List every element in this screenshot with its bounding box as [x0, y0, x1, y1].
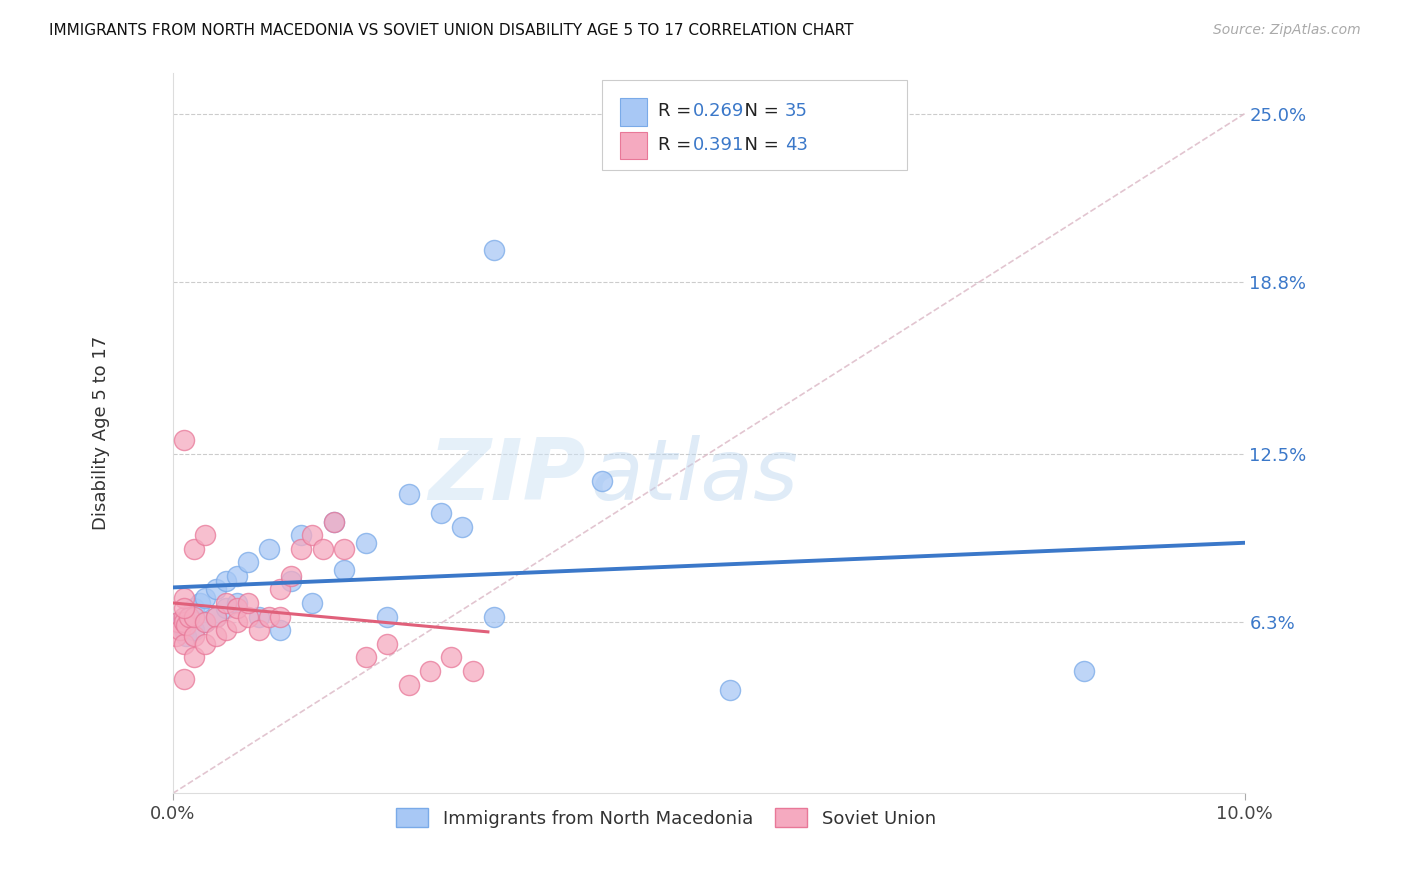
Text: IMMIGRANTS FROM NORTH MACEDONIA VS SOVIET UNION DISABILITY AGE 5 TO 17 CORRELATI: IMMIGRANTS FROM NORTH MACEDONIA VS SOVIE… — [49, 23, 853, 38]
Text: N =: N = — [734, 103, 785, 120]
Point — [419, 664, 441, 678]
Point — [177, 609, 200, 624]
Point — [375, 609, 398, 624]
Point — [183, 541, 205, 556]
Point — [194, 615, 217, 629]
Point — [398, 678, 420, 692]
Point — [484, 609, 506, 624]
Text: N =: N = — [734, 136, 785, 154]
Point — [183, 601, 205, 615]
Point — [375, 637, 398, 651]
Point — [173, 601, 195, 615]
Point — [204, 629, 226, 643]
Point — [259, 609, 281, 624]
Point — [173, 591, 195, 605]
Text: Source: ZipAtlas.com: Source: ZipAtlas.com — [1213, 23, 1361, 37]
Point — [194, 637, 217, 651]
Point — [269, 582, 291, 597]
Point — [333, 541, 356, 556]
Point — [174, 629, 197, 643]
Point — [194, 615, 217, 629]
Point — [173, 609, 195, 624]
Point — [322, 515, 344, 529]
Point — [226, 596, 249, 610]
Point — [215, 596, 238, 610]
Point — [247, 624, 270, 638]
Point — [591, 474, 613, 488]
Text: 35: 35 — [785, 103, 808, 120]
Point — [204, 609, 226, 624]
Point — [165, 629, 187, 643]
Point — [354, 650, 377, 665]
Point — [169, 624, 191, 638]
Point — [215, 574, 238, 589]
Point — [290, 528, 312, 542]
Point — [354, 536, 377, 550]
Point — [398, 487, 420, 501]
Point — [280, 574, 302, 589]
FancyBboxPatch shape — [620, 98, 647, 126]
Point — [194, 528, 217, 542]
Text: R =: R = — [658, 103, 697, 120]
Point — [183, 624, 205, 638]
Point — [183, 650, 205, 665]
Point — [167, 615, 190, 629]
Point — [194, 591, 217, 605]
Point — [204, 609, 226, 624]
Point — [188, 596, 211, 610]
Point — [247, 609, 270, 624]
Point — [215, 624, 238, 638]
Point — [183, 629, 205, 643]
FancyBboxPatch shape — [602, 80, 907, 170]
Point — [301, 528, 323, 542]
Point — [226, 615, 249, 629]
Point — [173, 637, 195, 651]
Point — [290, 541, 312, 556]
Point — [177, 609, 200, 624]
Point — [183, 609, 205, 624]
Point — [174, 617, 197, 632]
Point — [226, 569, 249, 583]
Point — [451, 520, 474, 534]
Point — [280, 569, 302, 583]
Text: R =: R = — [658, 136, 697, 154]
Point — [322, 515, 344, 529]
Text: 0.391: 0.391 — [693, 136, 744, 154]
Point — [236, 555, 259, 569]
Point — [173, 672, 195, 686]
Point — [440, 650, 463, 665]
Point — [173, 615, 195, 629]
Point — [170, 617, 193, 632]
Point — [269, 609, 291, 624]
Point — [173, 624, 195, 638]
Y-axis label: Disability Age 5 to 17: Disability Age 5 to 17 — [93, 336, 110, 530]
Point — [461, 664, 484, 678]
Point — [333, 564, 356, 578]
FancyBboxPatch shape — [620, 132, 647, 160]
Point — [269, 624, 291, 638]
Text: 43: 43 — [785, 136, 808, 154]
Point — [226, 601, 249, 615]
Text: atlas: atlas — [591, 435, 799, 518]
Point — [173, 433, 195, 447]
Point — [1073, 664, 1095, 678]
Point — [215, 601, 238, 615]
Point — [236, 596, 259, 610]
Legend: Immigrants from North Macedonia, Soviet Union: Immigrants from North Macedonia, Soviet … — [388, 801, 943, 835]
Point — [429, 507, 451, 521]
Text: ZIP: ZIP — [427, 435, 585, 518]
Point — [718, 683, 741, 698]
Point — [204, 582, 226, 597]
Point — [484, 243, 506, 257]
Point — [167, 615, 190, 629]
Point — [301, 596, 323, 610]
Point — [259, 541, 281, 556]
Text: 0.269: 0.269 — [693, 103, 744, 120]
Point — [312, 541, 335, 556]
Point — [236, 609, 259, 624]
